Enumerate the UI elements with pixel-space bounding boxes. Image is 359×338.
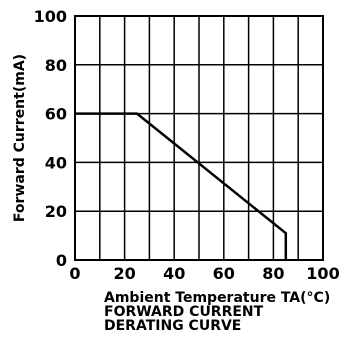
series-layer xyxy=(75,112,288,260)
y-tick-label: 100 xyxy=(34,7,67,26)
y-tick-label: 0 xyxy=(56,251,67,270)
x-tick-label: 0 xyxy=(69,264,80,283)
y-tick-label: 40 xyxy=(45,153,67,172)
y-tick-labels: 0 20 40 60 80 100 xyxy=(34,7,67,270)
x-tick-label: 100 xyxy=(306,264,339,283)
x-tick-labels: 0 20 40 60 80 100 xyxy=(69,264,339,283)
x-axis-title: Ambient Temperature TA(°C) xyxy=(104,290,330,306)
y-tick-label: 20 xyxy=(45,202,67,221)
grid-layer xyxy=(75,16,323,260)
x-tick-label: 40 xyxy=(163,264,185,283)
y-tick-label: 60 xyxy=(45,105,67,124)
derating-curve-line xyxy=(75,112,288,260)
x-tick-label: 60 xyxy=(213,264,235,283)
x-tick-label: 20 xyxy=(113,264,135,283)
y-tick-label: 80 xyxy=(45,56,67,75)
caption-line-2: DERATING CURVE xyxy=(104,318,241,334)
caption-line-1: FORWARD CURRENT xyxy=(104,304,264,320)
x-tick-label: 80 xyxy=(262,264,284,283)
y-axis-title: Forward Current(mA) xyxy=(12,54,28,222)
plot-frame xyxy=(74,15,324,261)
